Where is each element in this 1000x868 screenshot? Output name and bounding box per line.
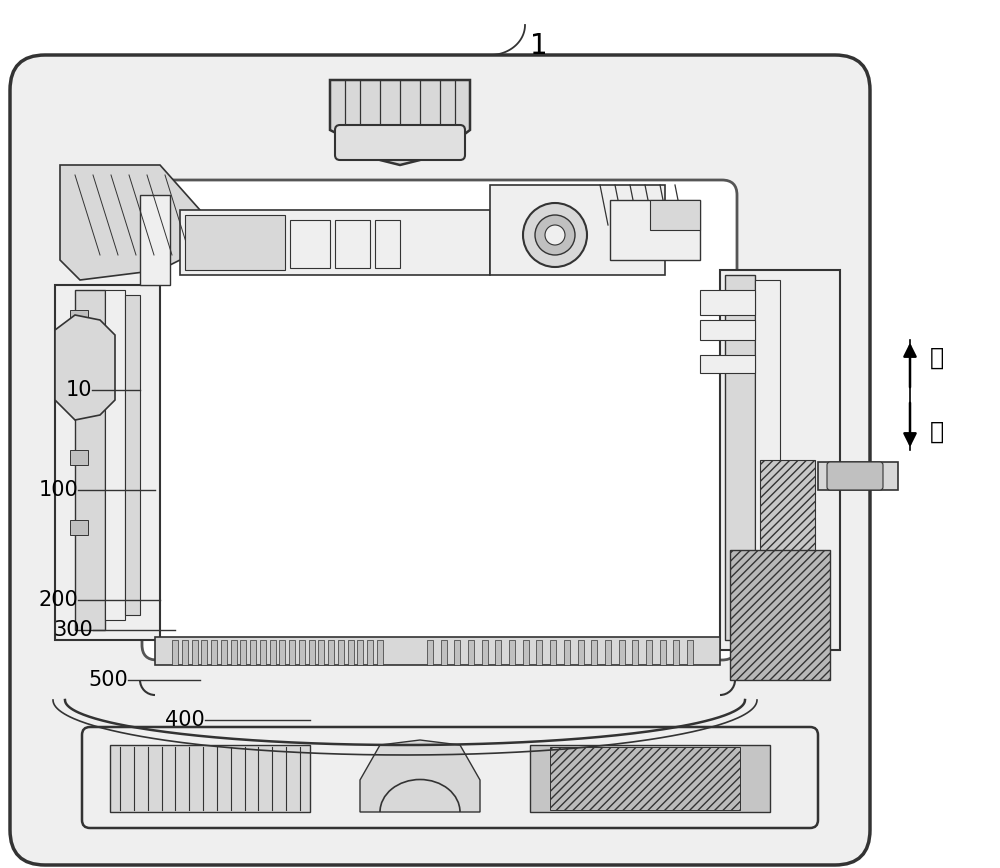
Bar xyxy=(550,747,740,810)
Bar xyxy=(70,450,88,465)
Bar xyxy=(318,640,324,665)
Bar xyxy=(105,290,125,620)
Bar xyxy=(192,640,198,665)
Bar xyxy=(530,745,770,812)
Bar xyxy=(760,460,815,640)
Bar xyxy=(250,640,256,665)
Bar xyxy=(619,640,625,665)
Circle shape xyxy=(523,203,587,267)
Bar xyxy=(720,270,840,650)
Bar xyxy=(211,640,217,665)
Polygon shape xyxy=(360,740,480,812)
Bar xyxy=(673,640,679,665)
Bar xyxy=(70,380,88,395)
FancyBboxPatch shape xyxy=(827,462,883,490)
FancyBboxPatch shape xyxy=(82,727,818,828)
Bar xyxy=(482,640,488,665)
Text: 10: 10 xyxy=(66,380,92,400)
Bar xyxy=(818,462,898,490)
Circle shape xyxy=(545,225,565,245)
Text: 200: 200 xyxy=(38,590,78,610)
Bar xyxy=(564,640,570,665)
Bar xyxy=(591,640,597,665)
Text: 1: 1 xyxy=(530,32,548,60)
Bar xyxy=(755,280,780,635)
Bar xyxy=(578,640,584,665)
Bar xyxy=(427,640,433,665)
Bar xyxy=(182,640,188,665)
Bar xyxy=(201,640,207,665)
Bar xyxy=(289,640,295,665)
Bar xyxy=(55,285,160,640)
Bar xyxy=(605,640,611,665)
Bar xyxy=(279,640,285,665)
Bar xyxy=(140,195,170,285)
Bar xyxy=(240,640,246,665)
Bar xyxy=(550,640,556,665)
Bar xyxy=(610,200,700,260)
Bar xyxy=(335,220,370,268)
Bar xyxy=(260,640,266,665)
Bar xyxy=(172,640,178,665)
Bar xyxy=(125,295,140,615)
Bar xyxy=(523,640,529,665)
Bar xyxy=(328,640,334,665)
Bar xyxy=(348,640,354,665)
Bar xyxy=(367,640,373,665)
Text: 100: 100 xyxy=(38,480,78,500)
Text: 下: 下 xyxy=(930,420,944,444)
Polygon shape xyxy=(55,315,115,420)
Bar xyxy=(110,745,310,812)
FancyBboxPatch shape xyxy=(142,180,737,660)
Bar xyxy=(270,640,276,665)
Bar xyxy=(536,640,542,665)
Bar xyxy=(375,220,400,268)
Bar xyxy=(231,640,237,665)
Polygon shape xyxy=(330,80,470,165)
Bar xyxy=(180,210,490,275)
Bar xyxy=(441,640,447,665)
Text: 500: 500 xyxy=(88,670,128,690)
Bar xyxy=(632,640,638,665)
FancyBboxPatch shape xyxy=(335,125,465,160)
Bar xyxy=(700,320,755,340)
Bar xyxy=(338,640,344,665)
Bar xyxy=(646,640,652,665)
Text: 上: 上 xyxy=(930,346,944,370)
Bar xyxy=(454,640,460,665)
Bar xyxy=(155,637,720,665)
Circle shape xyxy=(535,215,575,255)
Bar xyxy=(687,640,693,665)
Bar xyxy=(221,640,227,665)
Text: 400: 400 xyxy=(165,710,205,730)
Bar xyxy=(650,200,700,230)
Bar xyxy=(730,550,830,680)
Text: 300: 300 xyxy=(53,620,93,640)
Bar xyxy=(700,290,755,315)
Bar xyxy=(468,640,474,665)
Bar xyxy=(75,290,105,630)
Bar xyxy=(495,640,501,665)
Bar xyxy=(725,275,755,640)
Polygon shape xyxy=(60,165,200,280)
Bar xyxy=(700,355,755,373)
FancyBboxPatch shape xyxy=(10,55,870,865)
Bar xyxy=(299,640,305,665)
Bar xyxy=(185,215,285,270)
Bar xyxy=(290,220,330,268)
Bar xyxy=(309,640,315,665)
Bar xyxy=(377,640,383,665)
Bar xyxy=(509,640,515,665)
Bar xyxy=(490,185,665,275)
Bar xyxy=(660,640,666,665)
Bar xyxy=(70,310,88,325)
Bar xyxy=(357,640,363,665)
Bar xyxy=(70,520,88,535)
